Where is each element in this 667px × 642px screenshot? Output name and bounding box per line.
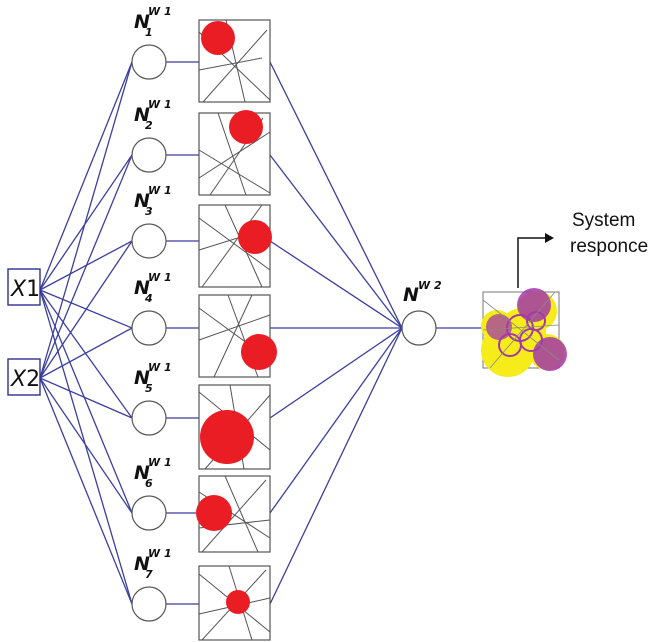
- hidden-neuron-4: N W 1 4: [131, 271, 172, 346]
- neuron-subscript: 6: [145, 477, 153, 490]
- neuron-superscript: W 1: [148, 456, 172, 469]
- svg-text:N: N: [403, 284, 419, 306]
- activation-map-7: [198, 565, 271, 641]
- neuron-superscript: W 1: [148, 271, 172, 284]
- svg-text:5: 5: [145, 382, 153, 395]
- svg-text:W 1: W 1: [148, 547, 172, 560]
- svg-text:X1: X1: [10, 277, 40, 302]
- svg-text:W 1: W 1: [148, 361, 172, 374]
- neuron-subscript: 5: [145, 382, 153, 395]
- neuron-label: N: [134, 277, 150, 299]
- response-label-line2: responce: [570, 236, 648, 257]
- neuron-label: N: [134, 190, 150, 212]
- neuron-label: N: [134, 553, 150, 575]
- neuron-subscript: 2: [145, 119, 153, 132]
- svg-text:4: 4: [144, 292, 153, 305]
- svg-text:N: N: [134, 462, 150, 484]
- activation-blob: [200, 410, 254, 464]
- activation-blob: [196, 495, 232, 531]
- svg-text:7: 7: [145, 568, 153, 581]
- activation-blob: [201, 21, 235, 55]
- svg-text:1: 1: [145, 26, 153, 39]
- svg-text:N: N: [134, 277, 150, 299]
- neuron-superscript: W 1: [148, 5, 172, 18]
- svg-text:N: N: [134, 367, 150, 389]
- neuron-to-map-connections: [166, 61, 199, 605]
- svg-text:W 1: W 1: [148, 456, 172, 469]
- svg-text:3: 3: [145, 205, 153, 218]
- activation-map-6: [196, 475, 271, 553]
- svg-text:W 1: W 1: [148, 271, 172, 284]
- neuron-label: N: [134, 11, 150, 33]
- neuron-superscript: W 1: [148, 98, 172, 111]
- activation-blob: [229, 110, 263, 144]
- svg-text:W 1: W 1: [148, 98, 172, 111]
- neuron-superscript: W 1: [148, 184, 172, 197]
- activation-map-5: [198, 384, 271, 470]
- neuron-label: N: [134, 104, 150, 126]
- activation-blob: [226, 590, 250, 614]
- activation-map-2: [198, 110, 271, 196]
- neuron-subscript: 3: [145, 205, 153, 218]
- input-x1-label: X: [10, 277, 27, 302]
- hidden-neuron-2: N W 1 2: [131, 98, 172, 173]
- input-node-x1: X1: [7, 268, 41, 306]
- response-arrow: [517, 233, 554, 288]
- output-neuron-label: N: [403, 284, 419, 306]
- neuron-label: N: [134, 462, 150, 484]
- neuron-label: N: [134, 367, 150, 389]
- output-neuron-superscript: W 2: [418, 279, 442, 292]
- neuron-subscript: 1: [145, 26, 153, 39]
- activation-map-4: [198, 294, 277, 378]
- input-to-hidden-connections: [39, 61, 133, 605]
- neuron-superscript: W 1: [148, 547, 172, 560]
- hidden-neuron-1: N W 1 1: [131, 5, 172, 80]
- output-response-map: [481, 288, 567, 377]
- input-x2-label: X: [10, 367, 27, 392]
- activation-map-3: [198, 204, 272, 288]
- svg-text:N: N: [134, 104, 150, 126]
- response-label-line1: System: [572, 210, 635, 231]
- activation-blob: [241, 334, 277, 370]
- output-neuron: N W 2: [401, 279, 442, 346]
- hidden-neuron-5: N W 1 5: [131, 361, 172, 436]
- svg-text:2: 2: [145, 119, 153, 132]
- activation-blob: [238, 220, 272, 254]
- neuron-subscript: 4: [144, 292, 153, 305]
- svg-text:N: N: [134, 11, 150, 33]
- hidden-neuron-7: N W 1 7: [131, 547, 172, 622]
- svg-text:W 1: W 1: [148, 184, 172, 197]
- svg-text:W 1: W 1: [148, 5, 172, 18]
- neuron-superscript: W 1: [148, 361, 172, 374]
- input-x2-index: 2: [26, 367, 40, 392]
- map-to-output-connections: [269, 61, 483, 605]
- input-node-x2: X2: [7, 358, 41, 396]
- input-x1-index: 1: [26, 277, 40, 302]
- activation-map-1: [198, 19, 271, 103]
- neuron-subscript: 7: [145, 568, 153, 581]
- hidden-neuron-3: N W 1 3: [131, 184, 172, 259]
- svg-text:X2: X2: [10, 367, 40, 392]
- svg-text:W 2: W 2: [418, 279, 442, 292]
- svg-text:6: 6: [145, 477, 153, 490]
- hidden-neuron-6: N W 1 6: [131, 456, 172, 531]
- svg-text:N: N: [134, 553, 150, 575]
- svg-text:N: N: [134, 190, 150, 212]
